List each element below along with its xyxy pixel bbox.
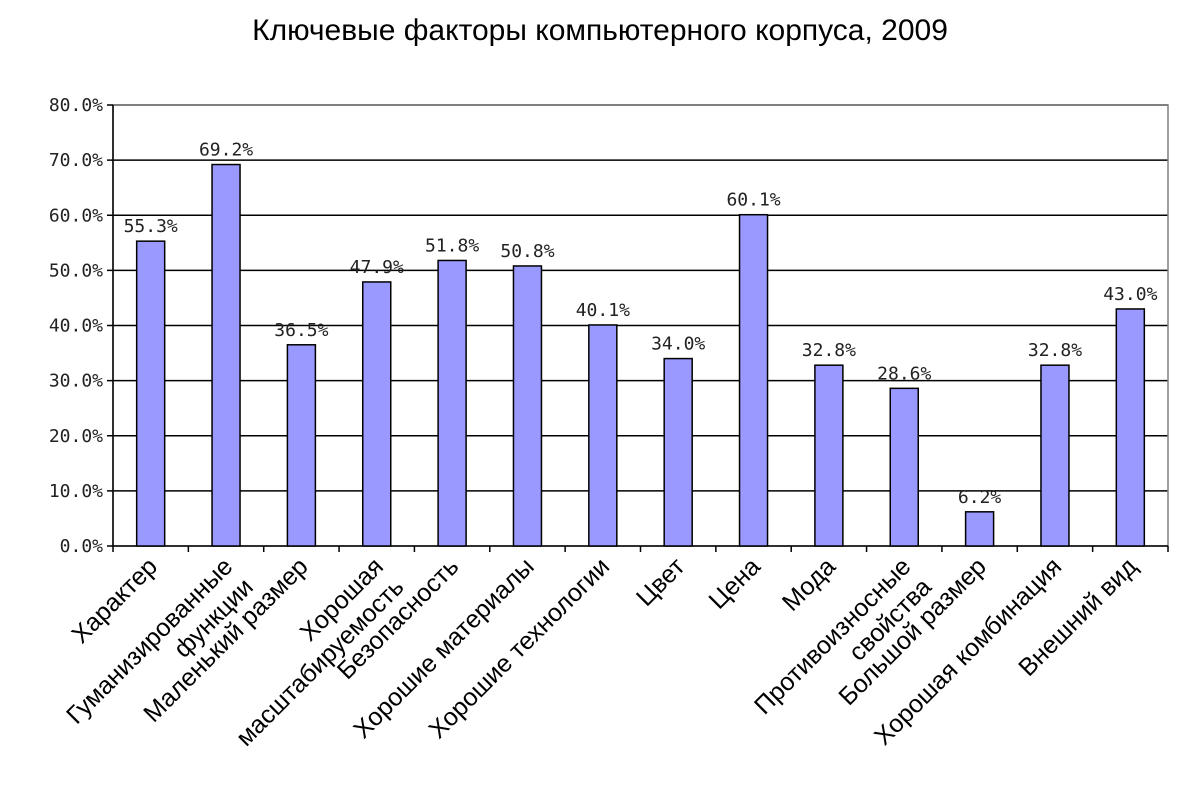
data-label: 51.8% [425,235,479,256]
y-tick-label: 60.0% [49,205,103,226]
bar [738,213,769,547]
bar [1040,364,1070,547]
data-label: 55.3% [124,216,178,237]
y-tick-label: 50.0% [49,260,103,281]
bar [663,357,693,547]
data-label: 32.8% [1028,340,1082,361]
bar [362,281,392,547]
y-tick-label: 70.0% [49,150,103,171]
bar [889,387,919,547]
bar [1115,308,1146,547]
bar [964,511,995,547]
data-label: 36.5% [274,320,328,341]
data-label: 47.9% [350,257,404,278]
y-tick-label: 10.0% [49,481,103,502]
y-tick-label: 0.0% [60,536,104,557]
bar [135,240,166,547]
x-category-label-line: Мода [777,552,841,616]
data-label: 50.8% [500,241,554,262]
bar [437,259,467,547]
bar [814,364,844,547]
bar [588,324,618,547]
data-label: 32.8% [802,340,856,361]
y-tick-label: 20.0% [49,426,103,447]
x-category-label: Цена [703,552,765,614]
gridlines [113,104,1168,492]
x-category-label: Цвет [631,552,691,612]
bars [135,163,1146,547]
y-tick-label: 40.0% [49,316,103,337]
y-tick-labels: 0.0% 10.0% 20.0% 30.0% 40.0% 50.0% 60.0% 70.0% 8… [49,95,103,557]
data-label: 6.2% [958,487,1002,508]
y-tick-label: 80.0% [49,95,103,116]
data-label: 69.2% [199,140,253,161]
bar [211,163,241,547]
x-category-label-line: Цена [703,552,765,614]
category-labels: ХарактерГуманизированныефункцииМаленький… [61,552,1143,752]
data-label: 40.1% [576,300,630,321]
bar [286,344,317,547]
data-labels: 55.3% 69.2% 36.5% 47.9% 51.8% 50.8% 40.1% 34.0%… [124,140,1158,508]
y-tick-label: 30.0% [49,371,103,392]
x-category-label: Мода [777,552,841,616]
axes [107,104,1169,552]
data-label: 43.0% [1103,284,1157,305]
x-category-label-line: Цвет [631,552,691,612]
chart-title: Ключевые факторы компьютерного корпуса, … [252,14,948,47]
data-label: 60.1% [726,190,780,211]
bar [512,265,543,547]
data-label: 34.0% [651,334,705,355]
data-label: 28.6% [877,363,931,384]
